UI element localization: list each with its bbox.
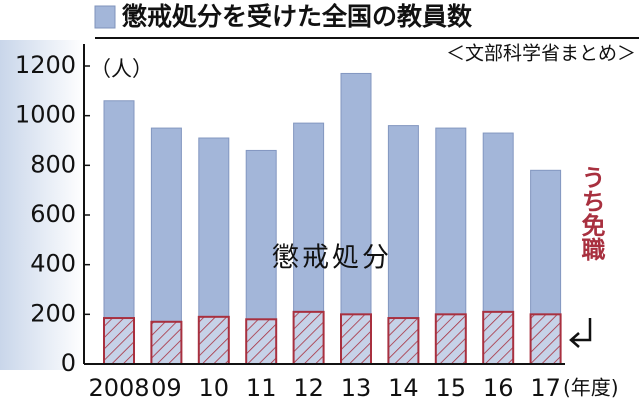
x-tick-label: 17	[530, 374, 561, 402]
y-tick-label: 1000	[15, 101, 76, 129]
axis-background	[0, 40, 84, 370]
x-unit: (年度)	[563, 376, 619, 400]
y-tick-label: 400	[30, 250, 76, 278]
bar	[529, 313, 562, 366]
legend-swatch	[94, 5, 116, 29]
bar	[103, 317, 135, 365]
x-tick-label: 2008	[88, 374, 149, 402]
bar	[150, 320, 183, 365]
x-tick-label: 14	[388, 374, 419, 402]
y-tick-label: 200	[30, 299, 76, 327]
x-tick-label: 16	[483, 374, 514, 402]
series-label: 懲戒処分	[272, 243, 392, 274]
bar	[434, 313, 467, 366]
y-tick-label: 600	[30, 200, 76, 228]
x-tick-label: 09	[151, 374, 182, 402]
bar	[387, 317, 420, 365]
bar	[340, 313, 372, 366]
y-tick-label: 1200	[15, 51, 76, 79]
bar	[482, 310, 515, 366]
y-tick-label: 0	[61, 349, 76, 377]
x-tick-label: 12	[293, 374, 324, 402]
chart-title: 懲戒処分を受けた全国の教員数	[122, 2, 473, 31]
x-tick-label: 11	[246, 374, 277, 402]
bar	[197, 315, 230, 366]
annotation-arrow	[569, 318, 592, 348]
bar	[245, 318, 278, 365]
y-unit: （人）	[90, 57, 153, 81]
bar	[292, 310, 325, 366]
x-tick-label: 10	[199, 374, 230, 402]
x-tick-label: 15	[436, 374, 467, 402]
source-note: ＜文部科学省まとめ＞	[446, 43, 636, 65]
y-tick-label: 800	[30, 150, 76, 178]
x-tick-label: 13	[341, 374, 372, 402]
series-label: うち免職	[577, 165, 605, 261]
